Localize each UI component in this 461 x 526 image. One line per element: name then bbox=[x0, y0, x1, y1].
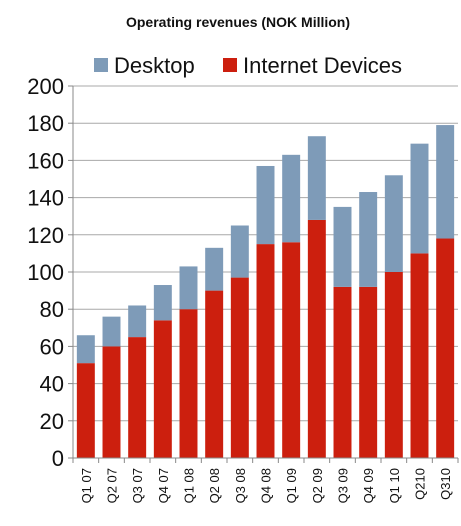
y-tick-label: 80 bbox=[40, 297, 64, 322]
x-tick-label: Q3 07 bbox=[130, 468, 145, 503]
y-tick-label: 180 bbox=[27, 111, 64, 136]
bar-internet-devices bbox=[179, 309, 198, 458]
y-tick-label: 120 bbox=[27, 223, 64, 248]
bar-internet-devices bbox=[410, 253, 429, 458]
bar-desktop bbox=[359, 192, 378, 287]
x-tick-label: Q4 09 bbox=[361, 468, 376, 503]
y-tick-label: 60 bbox=[40, 334, 64, 359]
bar-internet-devices bbox=[307, 219, 326, 458]
x-tick-label: Q3 09 bbox=[336, 468, 351, 503]
x-tick-label: Q4 07 bbox=[156, 468, 171, 503]
x-tick-label: Q3 08 bbox=[233, 468, 248, 503]
y-tick-label: 0 bbox=[52, 446, 64, 471]
x-tick-label: Q1 07 bbox=[79, 468, 94, 503]
bar-desktop bbox=[230, 225, 249, 278]
bar-desktop bbox=[102, 316, 121, 347]
bar-desktop bbox=[153, 285, 172, 321]
bar-internet-devices bbox=[359, 286, 378, 458]
bar-internet-devices bbox=[333, 286, 352, 458]
legend-swatch-internet-devices bbox=[223, 58, 237, 72]
bar-internet-devices bbox=[256, 244, 275, 458]
bar-internet-devices bbox=[282, 242, 301, 458]
x-tick-label: Q4 08 bbox=[259, 468, 274, 503]
y-tick-label: 20 bbox=[40, 409, 64, 434]
bar-internet-devices bbox=[153, 320, 172, 458]
x-tick-label: Q1 09 bbox=[284, 468, 299, 503]
axes bbox=[68, 85, 459, 463]
legend-swatch-desktop bbox=[94, 58, 108, 72]
legend-label-internet-devices: Internet Devices bbox=[243, 53, 402, 78]
bar-internet-devices bbox=[128, 337, 147, 458]
bar-internet-devices bbox=[436, 238, 455, 458]
bar-desktop bbox=[128, 305, 147, 338]
bar-internet-devices bbox=[205, 290, 224, 458]
x-tick-labels: Q1 07 Q2 07 Q3 07 Q4 07 Q1 08 Q2 08 Q3 08 Q4 08… bbox=[79, 468, 453, 503]
legend: Desktop Internet Devices bbox=[94, 53, 402, 78]
bar-desktop bbox=[76, 335, 95, 364]
y-tick-label: 140 bbox=[27, 186, 64, 211]
x-tick-label: Q310 bbox=[438, 468, 453, 500]
bar-internet-devices bbox=[230, 277, 249, 458]
bar-internet-devices bbox=[384, 272, 403, 458]
bar-desktop bbox=[384, 175, 403, 272]
x-tick-label: Q1 08 bbox=[182, 468, 197, 503]
bar-desktop bbox=[436, 125, 455, 239]
y-tick-label: 40 bbox=[40, 372, 64, 397]
x-tick-label: Q2 07 bbox=[105, 468, 120, 503]
bar-desktop bbox=[410, 143, 429, 254]
bar-desktop bbox=[205, 247, 224, 291]
y-tick-label: 200 bbox=[27, 74, 64, 99]
x-tick-label: Q2 09 bbox=[310, 468, 325, 503]
bar-desktop bbox=[307, 136, 326, 220]
bar-desktop bbox=[282, 154, 301, 243]
y-tick-labels: 0 20 40 60 80 100 120 140 160 180 200 bbox=[27, 74, 64, 471]
chart-title: Operating revenues (NOK Million) bbox=[126, 14, 350, 30]
y-tick-label: 160 bbox=[27, 148, 64, 173]
x-tick-label: Q1 10 bbox=[387, 468, 402, 503]
x-tick-label: Q210 bbox=[413, 468, 428, 500]
bars bbox=[76, 125, 455, 458]
x-tick-label: Q2 08 bbox=[207, 468, 222, 503]
legend-label-desktop: Desktop bbox=[114, 53, 195, 78]
bar-desktop bbox=[333, 206, 352, 287]
bar-desktop bbox=[179, 266, 198, 310]
bar-internet-devices bbox=[76, 363, 95, 458]
bar-internet-devices bbox=[102, 346, 121, 458]
bar-desktop bbox=[256, 165, 275, 245]
y-tick-label: 100 bbox=[27, 260, 64, 285]
